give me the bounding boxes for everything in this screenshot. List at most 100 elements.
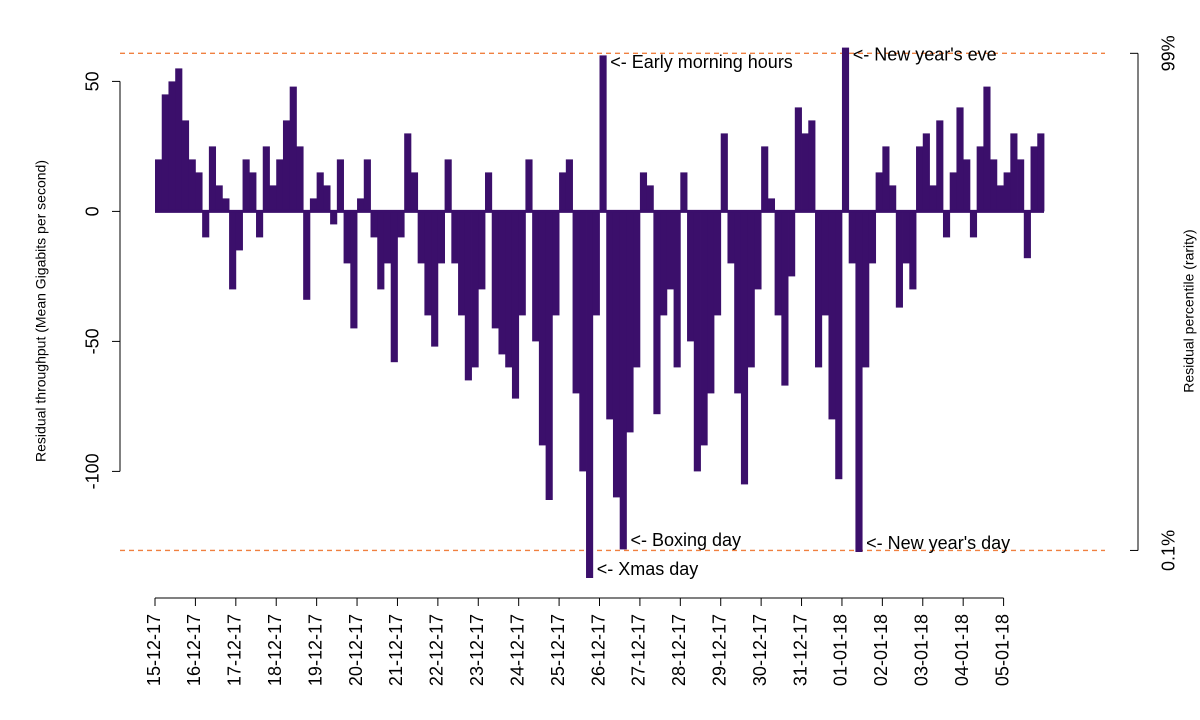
bar (491, 211, 499, 329)
bar (599, 55, 607, 212)
bar (754, 211, 762, 290)
bar (848, 211, 856, 264)
bar (235, 211, 243, 251)
bar (1023, 211, 1031, 259)
bar (559, 172, 567, 212)
bar (646, 185, 654, 212)
bar (1017, 159, 1025, 212)
bar (942, 211, 951, 238)
bar (215, 185, 223, 212)
bar (323, 185, 331, 212)
x-tick-label: 26-12-17 (588, 614, 608, 686)
bar (431, 211, 439, 347)
bar (370, 211, 378, 238)
bar (303, 211, 311, 300)
bar (767, 198, 776, 212)
bar (343, 211, 351, 264)
bar (774, 211, 782, 316)
bar (868, 211, 877, 264)
bar (626, 211, 634, 433)
y-tick-label: 50 (83, 71, 103, 91)
bar (586, 211, 594, 578)
bar (990, 159, 998, 212)
y2-tick-label: 0.1% (1159, 530, 1179, 571)
bar (202, 211, 210, 238)
bar (383, 211, 392, 264)
x-tick-label: 29-12-17 (709, 614, 729, 686)
x-tick-label: 20-12-17 (346, 614, 366, 686)
bar (330, 211, 338, 225)
bar (545, 211, 553, 500)
bar (565, 159, 573, 212)
bar (936, 120, 944, 212)
annotation: <- Xmas day (597, 559, 699, 579)
bar (404, 133, 412, 212)
x-tick-label: 18-12-17 (265, 614, 285, 686)
bar (815, 211, 823, 368)
bar (485, 172, 493, 212)
x-tick-label: 23-12-17 (467, 614, 487, 686)
bar (181, 120, 190, 212)
bar (397, 211, 405, 238)
x-tick-label: 27-12-17 (629, 614, 649, 686)
bar (336, 159, 344, 212)
x-tick-label: 16-12-17 (184, 614, 204, 686)
x-tick-label: 03-01-18 (912, 614, 932, 686)
x-tick-label: 15-12-17 (144, 614, 164, 686)
bar (666, 211, 674, 290)
bar (862, 211, 870, 368)
bar (282, 120, 291, 212)
y-tick-label: 0 (83, 206, 103, 216)
bar (525, 159, 533, 212)
bar (673, 211, 681, 368)
bar (889, 185, 897, 212)
bar (518, 211, 526, 316)
bar (1003, 172, 1011, 212)
bar (1037, 133, 1045, 212)
bar (707, 211, 715, 394)
bar (653, 211, 661, 415)
bar (471, 211, 479, 368)
bar (208, 146, 217, 212)
bar (249, 172, 257, 212)
bar (417, 211, 425, 264)
bar (855, 211, 863, 552)
y2-axis-label: Residual percentile (rarity) (1181, 229, 1197, 392)
bar (821, 211, 829, 316)
bar (720, 133, 728, 212)
bar (316, 172, 324, 212)
bar (727, 211, 735, 264)
bar (808, 120, 816, 212)
x-tick-label: 28-12-17 (669, 614, 689, 686)
bar (498, 211, 506, 355)
bar (505, 211, 513, 368)
bar (781, 211, 789, 386)
bar (572, 211, 580, 394)
bar (478, 211, 486, 290)
bar (639, 172, 648, 212)
bar (296, 146, 304, 212)
bar (262, 146, 270, 212)
x-tick-label: 02-01-18 (871, 614, 891, 686)
bar (451, 211, 459, 264)
bar (458, 211, 466, 316)
bar (390, 211, 398, 363)
bar (289, 86, 297, 212)
bar (916, 146, 924, 212)
annotation: <- Boxing day (630, 530, 741, 550)
bar (956, 107, 964, 212)
bar (929, 185, 937, 212)
bar (309, 198, 318, 212)
bar (828, 211, 836, 420)
bar (687, 211, 695, 342)
x-tick-label: 21-12-17 (386, 614, 406, 686)
x-tick-label: 17-12-17 (225, 614, 245, 686)
bar (532, 211, 540, 342)
bar (909, 211, 917, 290)
bar (619, 211, 627, 550)
bar (801, 133, 809, 212)
bar (410, 172, 419, 212)
bar (875, 172, 883, 212)
bar (511, 211, 520, 399)
